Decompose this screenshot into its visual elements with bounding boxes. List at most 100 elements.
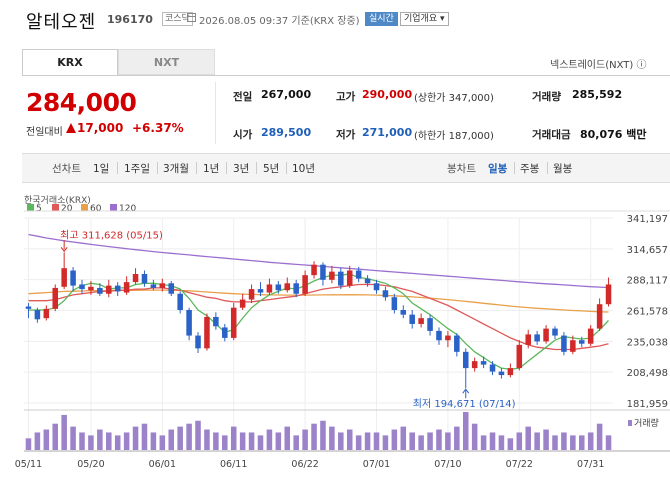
lower-limit: (하한가 187,000) (414, 131, 494, 142)
period-3m[interactable]: 3개월 (163, 163, 190, 175)
x-tick-label: 06/11 (220, 459, 247, 470)
volume-bar (123, 432, 130, 450)
candle-body (516, 344, 523, 369)
volume-bar (177, 426, 183, 450)
volume-bar (159, 435, 166, 450)
volume-label: 거래량 (532, 91, 561, 103)
legend-label: 60 (90, 204, 102, 214)
candle-body (266, 284, 273, 293)
candle-body (195, 335, 201, 349)
line-chart-label[interactable]: 선차트 (52, 163, 81, 175)
candle-body (534, 334, 540, 342)
period-1w[interactable]: 1주일 (124, 163, 151, 175)
period-monthly[interactable]: 월봉 (553, 163, 573, 175)
volume-bar (570, 435, 576, 450)
candle-chart-label[interactable]: 봉차트 (447, 163, 476, 175)
volume-bar (284, 426, 291, 450)
x-tick-label: 07/01 (363, 459, 390, 470)
period-toolbar (22, 153, 670, 183)
period-10y[interactable]: 10년 (292, 163, 316, 175)
period-3y[interactable]: 3년 (233, 163, 250, 175)
nextrade-info-link[interactable]: 넥스트레이드(NXT) ⓘ (550, 60, 647, 71)
candle-body (543, 328, 549, 342)
tab-krx[interactable]: KRX (22, 49, 118, 75)
candle-body (79, 284, 85, 290)
moving-average-line-ma20 (28, 283, 609, 351)
candle-body (106, 285, 112, 294)
candle-body (123, 282, 130, 293)
candle-body (329, 271, 335, 280)
low-annotation: 최저 194,671 (07/14) (413, 398, 516, 410)
volume-bar (302, 429, 308, 450)
volume-bar (596, 423, 603, 450)
candle-body (141, 273, 148, 284)
volume-bar (106, 432, 112, 450)
volume-bar (489, 432, 496, 450)
period-weekly[interactable]: 주봉 (520, 163, 540, 175)
y-tick-label: 314,657 (627, 245, 668, 256)
legend-swatch (27, 204, 34, 211)
period-1y[interactable]: 1년 (203, 163, 220, 175)
volume-bar (88, 435, 94, 450)
volume-bar (418, 435, 424, 450)
legend-ma120: 120 (110, 204, 136, 214)
change-label: 전일대비 (26, 127, 63, 138)
candle-body (61, 268, 67, 287)
volume-bar (168, 429, 175, 450)
volume-bar (561, 432, 567, 450)
candle-body (570, 340, 576, 352)
volume-label: 거래량 (634, 417, 659, 429)
stock-name: 알테오젠 (26, 12, 97, 33)
divider (514, 162, 515, 174)
candle-body (320, 264, 326, 280)
divider (286, 162, 287, 174)
candle-body (605, 284, 612, 305)
volume-bar (409, 432, 415, 450)
divider (256, 162, 257, 174)
y-tick-label: 235,038 (627, 337, 668, 348)
realtime-button[interactable]: 실시간 (365, 12, 398, 26)
price-change-rate: +6.37% (132, 121, 184, 135)
period-5y[interactable]: 5년 (263, 163, 280, 175)
y-tick-label: 181,959 (627, 399, 668, 410)
candle-body (498, 371, 505, 376)
high-label: 고가 (336, 91, 356, 103)
period-daily[interactable]: 일봉 (488, 163, 508, 175)
candle-body (552, 328, 558, 336)
volume-bar (498, 435, 505, 450)
candle-body (436, 330, 442, 341)
candle-body (257, 289, 264, 293)
volume-bar (266, 429, 273, 450)
volume-bar (355, 435, 362, 450)
volume-bar (132, 426, 139, 450)
legend-ma20: 20 (52, 204, 72, 214)
candle-body (489, 364, 496, 372)
volume-bar (364, 432, 371, 450)
volume-bar (311, 423, 317, 450)
candle-body (132, 273, 139, 283)
candle-body (355, 270, 362, 279)
volume-bar (462, 412, 469, 450)
legend-label: 20 (61, 204, 73, 214)
volume-bar (480, 435, 487, 450)
candle-body (150, 284, 157, 288)
candle-body (311, 264, 317, 276)
candle-body (338, 271, 344, 286)
candle-body (284, 283, 291, 291)
price-change: 17,000 (66, 121, 123, 135)
amount-value: 80,076 백만 (580, 128, 647, 141)
tab-nxt[interactable]: NXT (118, 49, 215, 75)
volume-bar (222, 435, 228, 450)
period-1d[interactable]: 1일 (93, 163, 110, 175)
candle-body (462, 351, 469, 369)
company-overview-dropdown[interactable]: 기업개요 ▾ (400, 12, 449, 26)
candle-body (34, 310, 41, 320)
moving-average-line-ma120 (28, 233, 609, 289)
volume-value: 285,592 (572, 88, 623, 101)
x-tick-label: 07/31 (577, 459, 604, 470)
candle-body (177, 293, 183, 311)
volume-bar (587, 432, 594, 450)
calendar-icon (187, 13, 196, 22)
candle-body (97, 287, 103, 294)
